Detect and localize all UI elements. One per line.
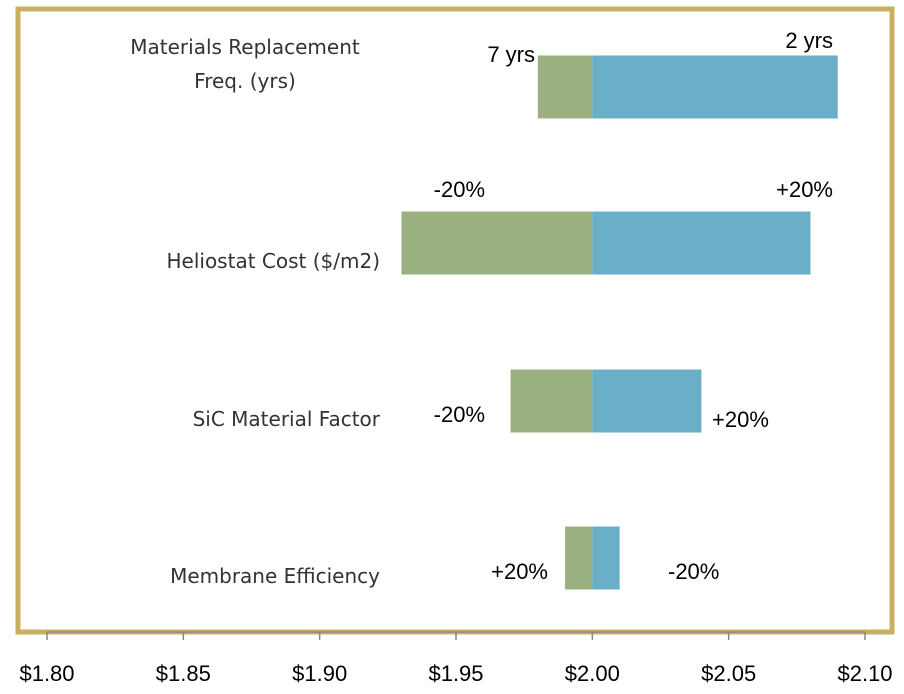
value-label: +20% <box>712 407 769 432</box>
value-label: +20% <box>776 177 833 202</box>
bar <box>592 211 811 275</box>
value-label: 7 yrs <box>487 42 535 67</box>
x-tick-label: $1.80 <box>19 661 74 686</box>
value-label: -20% <box>434 177 485 202</box>
x-tick-label: $2.00 <box>565 661 620 686</box>
category-label: Materials Replacement Freq. (yrs) <box>130 35 360 93</box>
value-label: -20% <box>668 559 719 584</box>
bar <box>592 526 620 590</box>
category-label: Membrane Efficiency <box>170 564 380 588</box>
value-label: -20% <box>434 402 485 427</box>
value-label: 2 yrs <box>785 28 833 53</box>
category-label: SiC Material Factor <box>192 407 380 431</box>
category-label: Heliostat Cost ($/m2) <box>166 249 380 273</box>
x-tick-label: $2.05 <box>701 661 756 686</box>
bar <box>537 55 593 119</box>
x-tick-label: $1.85 <box>156 661 211 686</box>
bar <box>401 211 593 275</box>
x-tick-label: $2.10 <box>837 661 892 686</box>
bar <box>565 526 593 590</box>
x-tick-label: $1.90 <box>292 661 347 686</box>
value-label: +20% <box>491 559 548 584</box>
bar <box>510 369 593 433</box>
bar <box>592 55 838 119</box>
bar <box>592 369 702 433</box>
x-tick-label: $1.95 <box>428 661 483 686</box>
